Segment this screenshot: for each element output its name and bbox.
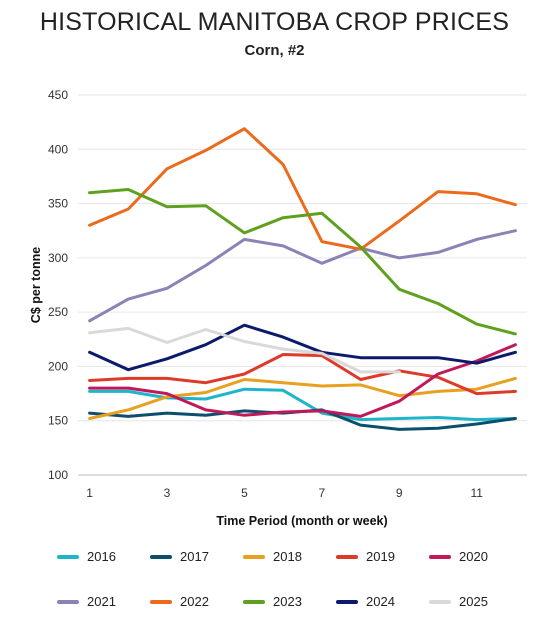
x-tick-label: 9: [396, 486, 403, 500]
legend-item-2018[interactable]: 2018: [243, 549, 302, 564]
legend-label: 2020: [459, 549, 488, 564]
legend-item-2016[interactable]: 2016: [57, 549, 116, 564]
legend-item-2023[interactable]: 2023: [243, 594, 302, 609]
line-chart: 100 150 200 250 300 350 400 450 1 3 5 7 9 11 C$ per …: [29, 88, 527, 528]
legend-item-2021[interactable]: 2021: [57, 594, 116, 609]
series-line-2019: [88, 353, 517, 396]
legend-label: 2024: [366, 594, 395, 609]
legend-label: 2021: [87, 594, 116, 609]
series-line-2016: [88, 387, 517, 422]
x-tick-labels: 1 3 5 7 9 11: [86, 486, 483, 500]
legend-swatch: [336, 599, 358, 604]
legend-label: 2019: [366, 549, 395, 564]
y-tick-label: 100: [48, 468, 68, 482]
y-tick-label: 400: [48, 142, 68, 156]
series-line-2023: [88, 188, 517, 336]
x-axis-title: Time Period (month or week): [216, 514, 387, 528]
legend-swatch: [336, 554, 358, 559]
legend-label: 2016: [87, 549, 116, 564]
y-tick-label: 450: [48, 88, 68, 102]
legend-item-2022[interactable]: 2022: [150, 594, 209, 609]
series-line-2022: [88, 127, 517, 251]
legend-swatch: [150, 554, 172, 559]
legend-label: 2017: [180, 549, 209, 564]
x-tick-label: 5: [241, 486, 248, 500]
y-tick-label: 200: [48, 359, 68, 373]
y-tick-label: 300: [48, 251, 68, 265]
x-tick-label: 11: [470, 486, 483, 500]
y-axis-title: C$ per tonne: [29, 247, 43, 323]
y-tick-label: 350: [48, 197, 68, 211]
y-tick-label: 250: [48, 305, 68, 319]
chart-title: HISTORICAL MANITOBA CROP PRICES: [39, 8, 510, 36]
y-tick-labels: 100 150 200 250 300 350 400 450: [48, 88, 68, 482]
legend-swatch: [243, 554, 265, 559]
y-tick-label: 150: [48, 414, 68, 428]
legend-label: 2023: [273, 594, 302, 609]
x-tick-label: 1: [86, 486, 93, 500]
x-tick-label: 3: [164, 486, 171, 500]
legend-swatch: [57, 554, 79, 559]
legend-label: 2018: [273, 549, 302, 564]
x-tick-label: 7: [319, 486, 326, 500]
legend-label: 2025: [459, 594, 488, 609]
legend-swatch: [57, 599, 79, 604]
series-line-2018: [88, 376, 517, 420]
series-line-2025: [88, 326, 401, 374]
legend-label: 2022: [180, 594, 209, 609]
legend-item-2020[interactable]: 2020: [429, 549, 488, 564]
series-line-2020: [88, 343, 517, 418]
legend-item-2025[interactable]: 2025: [429, 594, 488, 609]
legend-item-2024[interactable]: 2024: [336, 594, 395, 609]
chart-subtitle: Corn, #2: [244, 42, 305, 59]
legend-item-2019[interactable]: 2019: [336, 549, 395, 564]
series-line-2024: [88, 323, 517, 372]
legend-swatch: [429, 599, 451, 604]
series-lines: [88, 127, 517, 431]
legend-swatch: [429, 554, 451, 559]
series-line-2021: [88, 229, 517, 323]
legend-item-2017[interactable]: 2017: [150, 549, 209, 564]
legend-swatch: [243, 599, 265, 604]
legend-swatch: [150, 599, 172, 604]
